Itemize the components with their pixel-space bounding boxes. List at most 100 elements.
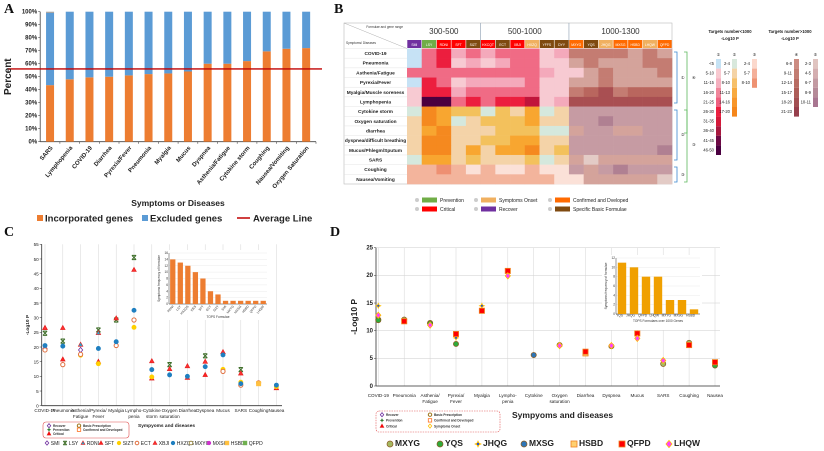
recover-icon <box>474 207 478 211</box>
heatmap-cell <box>510 174 526 185</box>
heatmap-cell <box>436 154 452 165</box>
heatmap-cell <box>539 87 555 98</box>
series-legend-label: QFPD <box>627 438 651 448</box>
heatmap-cell <box>524 87 540 98</box>
inset-x-tick-label: ECT <box>205 305 212 312</box>
heatmap-cell <box>657 96 673 107</box>
heatmap-cell <box>657 67 673 78</box>
column-header: HXCQT <box>482 43 494 47</box>
point-ect <box>42 347 48 353</box>
x-axis-title: Sympyoms and diseases <box>512 410 613 420</box>
heatmap-cell <box>539 77 555 88</box>
row-label: Myalgia/Muscle soreness <box>347 90 405 96</box>
bar-incorporated <box>243 61 252 142</box>
scale-swatch <box>794 87 799 98</box>
series-legend-label: SMI <box>51 441 60 447</box>
stage-prevention-icon-center <box>381 419 383 422</box>
point-lsy <box>131 254 137 261</box>
inset-bar <box>230 300 236 304</box>
scale-swatch <box>752 59 757 69</box>
heatmap-cell <box>539 58 555 69</box>
bar-excluded <box>282 11 291 49</box>
range-header: 1000-1300 <box>601 27 640 36</box>
heatmap-cell <box>407 164 423 175</box>
heatmap-cell <box>568 135 584 146</box>
scale-swatch <box>794 68 799 79</box>
point-xbji <box>202 358 209 364</box>
scale-range-label: 14-16 <box>719 99 730 104</box>
legend-hxzqs-icon <box>170 440 176 446</box>
x-tick-label: Fatigue <box>73 414 89 419</box>
column-header: SMI <box>411 43 417 47</box>
heatmap-cell <box>480 154 496 165</box>
heatmap-cell <box>421 125 437 136</box>
heatmap-cell <box>421 145 437 156</box>
legend-qfpd-icon <box>618 440 626 448</box>
heatmap-cell <box>407 87 423 98</box>
heatmap-cell <box>465 145 481 156</box>
scale-range-label: 18-20 <box>781 99 792 104</box>
legend-swatch <box>422 206 437 212</box>
point-xbji <box>113 315 120 321</box>
scale-group-id: ② <box>733 52 737 57</box>
heatmap-cell <box>451 96 467 107</box>
x-tick-label: SARS <box>657 393 670 398</box>
scale-range-label: 5-7 <box>724 71 731 76</box>
heatmap-cell <box>539 154 555 165</box>
stage-legend-label: Critical <box>53 432 64 436</box>
series-legend-label: HSBD <box>579 438 603 448</box>
heatmap-cell <box>524 145 540 156</box>
heatmap-cell <box>421 67 437 78</box>
heatmap-cell <box>583 135 599 146</box>
legend-label: Confirmed and Dveloped <box>573 198 629 204</box>
panel-a-bar-chart: 0%10%20%30%40%50%60%70%80%90%100%SARSLym… <box>3 10 322 208</box>
heatmap-cell <box>421 77 437 88</box>
column-header: MXSG <box>615 43 625 47</box>
inset-x-tick-label: SFT <box>198 305 205 312</box>
heatmap-cell <box>436 145 452 156</box>
heatmap-cell <box>568 154 584 165</box>
heatmap-cell <box>657 125 673 136</box>
stage-prevention-icon-center <box>48 429 50 431</box>
inset-bar <box>253 300 259 304</box>
column-header-bg <box>422 40 437 48</box>
inset-y-tick-label: 0 <box>166 302 168 306</box>
heatmap-cell <box>613 125 629 136</box>
heatmap-cell <box>583 77 599 88</box>
bar-incorporated <box>302 48 311 142</box>
range-header: 500-1000 <box>508 27 542 36</box>
column-header-bg <box>525 40 540 48</box>
inset-y-tick-label: 8 <box>166 277 168 281</box>
heatmap-cell <box>421 48 437 59</box>
y-tick-label: 0 <box>36 404 39 409</box>
point-lhqw <box>426 321 434 329</box>
point-lhqw <box>504 272 511 280</box>
point-hxzqs <box>60 343 66 349</box>
inset-bar <box>185 265 191 304</box>
inset-bar <box>677 300 687 314</box>
inset-x-tick-label: LHQW <box>649 314 659 318</box>
scale-swatch <box>732 59 737 69</box>
heatmap-cell <box>539 116 555 127</box>
bar-incorporated <box>85 77 94 142</box>
x-tick-label: COVID-19 <box>72 145 95 171</box>
heatmap-cell <box>407 125 423 136</box>
scale-swatch <box>716 68 721 79</box>
point-qfpd <box>478 307 485 314</box>
heatmap-cell <box>421 135 437 146</box>
panel-label-a: A <box>4 2 15 17</box>
column-header: YFFS <box>543 43 552 47</box>
heatmap-cell <box>465 87 481 98</box>
heatmap-cell <box>568 174 584 185</box>
x-tick-label: Mucus <box>176 145 193 164</box>
scale-range-label: 5-7 <box>744 71 751 76</box>
inset-y-tick-label: 12 <box>611 256 615 260</box>
inset-bar <box>200 278 206 304</box>
heatmap-cell <box>451 106 467 117</box>
row-label: Pyrexia/Fever <box>360 80 391 86</box>
heatmap-cell <box>583 67 599 78</box>
row-label: Lymphopenia <box>360 99 391 105</box>
heatmap-cell <box>524 154 540 165</box>
series-legend-label: LSY <box>69 441 79 447</box>
x-tick-label: Fever <box>450 399 462 404</box>
